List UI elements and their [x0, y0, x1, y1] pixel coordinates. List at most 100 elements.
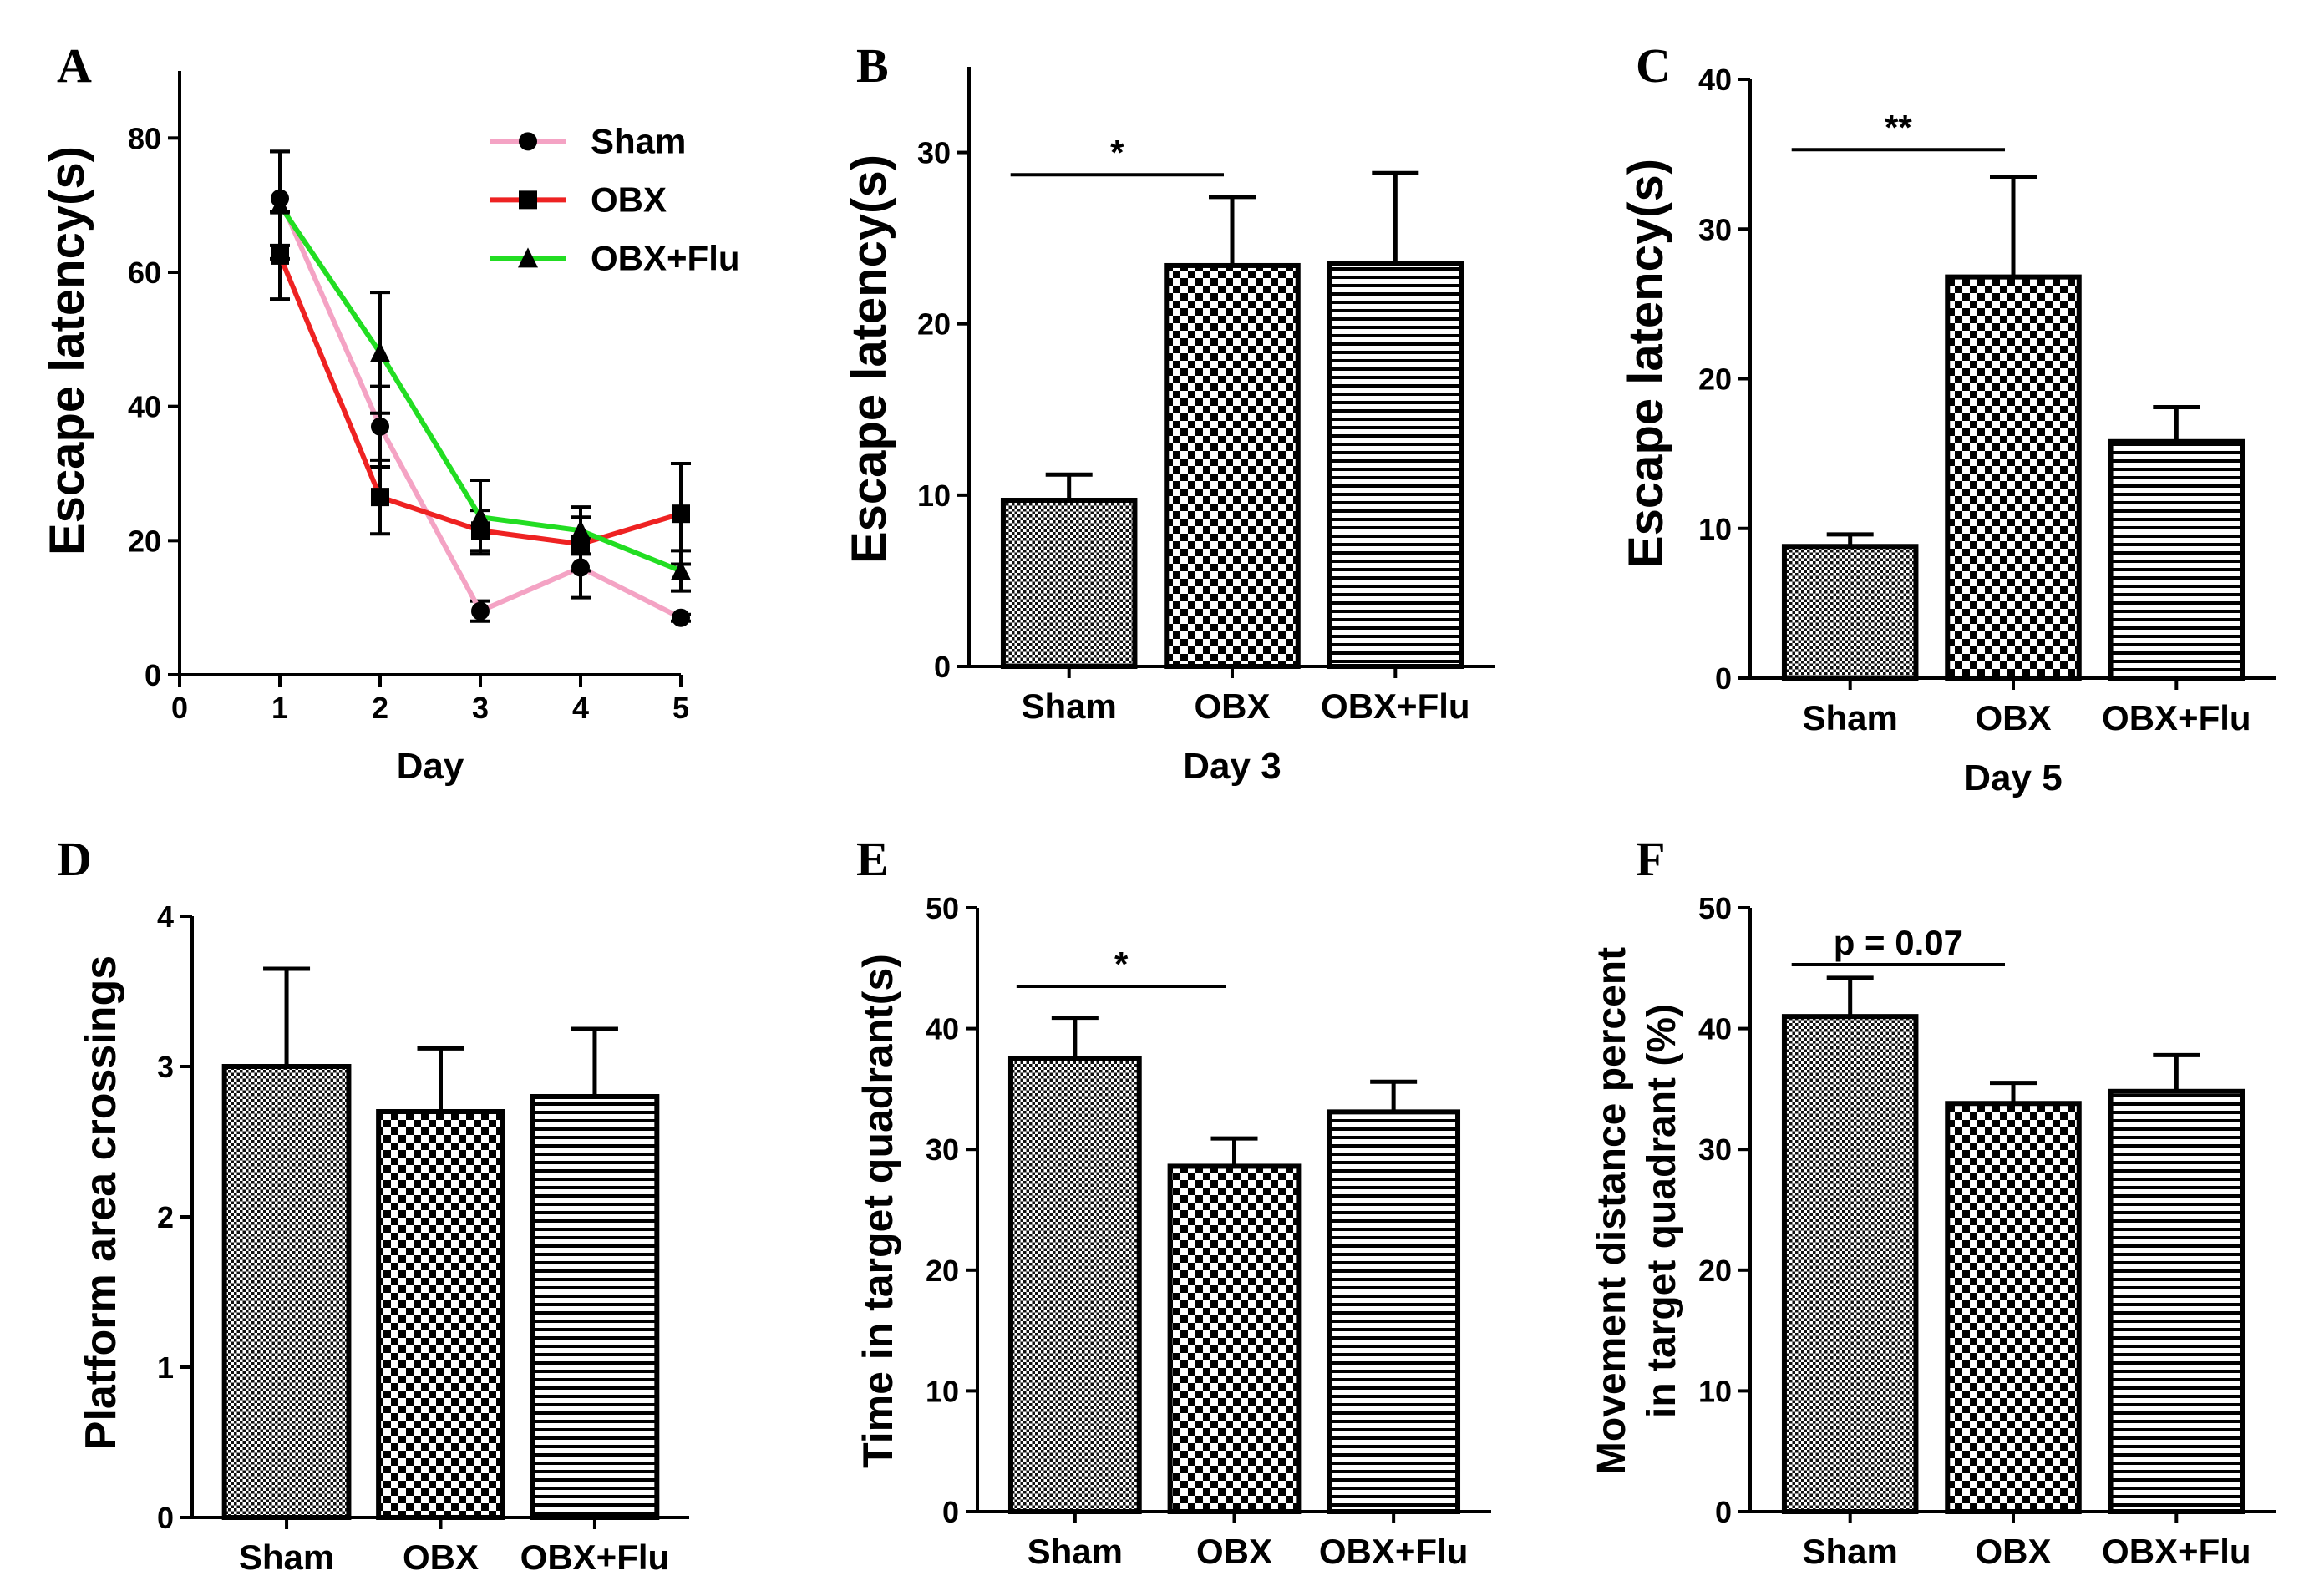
data-point-obx: [371, 488, 389, 507]
significance-label: *: [1114, 945, 1129, 984]
bar-obx: [1945, 274, 2082, 681]
bar-obx-flu: [1327, 1109, 1461, 1515]
data-point-sham: [672, 608, 690, 627]
series-obx-flu: [270, 149, 691, 593]
panel-d: D Platform area crossings 0 1 2 3 4 Sham OBX OBX+…: [57, 832, 689, 1577]
y-tick-label: 3: [157, 1050, 174, 1084]
data-point-sham: [371, 417, 389, 436]
legend-label-sham: Sham: [591, 121, 686, 160]
y-axis-title-line2: in target quadrant (%): [1640, 1004, 1684, 1418]
y-tick-label: 10: [1698, 1374, 1732, 1408]
y-axis-title: Escape latency(s): [842, 155, 896, 564]
x-tick-label: 4: [572, 691, 589, 725]
x-tick-label: OBX: [1975, 698, 2051, 737]
legend-marker-obx: [519, 190, 537, 210]
y-tick-label: 30: [917, 136, 951, 170]
bar-sham: [1000, 498, 1138, 669]
x-tick-label: OBX+Flu: [520, 1538, 670, 1577]
y-tick-label: 0: [145, 658, 161, 692]
panel-b: B Escape latency(s) Day 3 0 10 20 30 Sham OBX OBX…: [842, 38, 1495, 787]
y-tick-label: 60: [128, 256, 161, 290]
x-tick-label: OBX: [1196, 1532, 1272, 1571]
bar-obx-flu: [2108, 1088, 2245, 1514]
y-tick-label: 20: [1698, 1254, 1732, 1288]
panel-letter: C: [1636, 38, 1671, 93]
bar-sham: [1007, 1056, 1142, 1514]
bar-obx-flu: [1327, 261, 1464, 669]
panel-c: C Escape latency(s) Day 5 0 10 20 30 40 Sham OBX O…: [1619, 38, 2276, 798]
significance-label: p = 0.07: [1834, 923, 1963, 962]
panel-letter: E: [856, 832, 889, 886]
panel-e: E Time in target quadrant(s) 0 10 20 30 40 50 Sh…: [855, 832, 1491, 1571]
y-tick-label: 2: [157, 1200, 174, 1234]
y-tick-label: 50: [926, 891, 959, 925]
bar-sham: [221, 1064, 352, 1520]
data-point-obx-flu: [370, 342, 390, 362]
y-tick-label: 30: [926, 1132, 959, 1167]
y-tick-label: 0: [942, 1495, 959, 1529]
legend-marker-obx-flu: [518, 247, 538, 268]
x-tick-label: OBX+Flu: [2102, 1532, 2251, 1571]
panel-a: A Escape latency(s) Day 0 20 40 60 80 0 1 2 3 4 5 Sham…: [40, 38, 740, 787]
y-tick-label: 50: [1698, 891, 1732, 925]
y-tick-label: 0: [1715, 1495, 1732, 1529]
x-tick-label: 5: [672, 691, 689, 725]
y-axis-title: Movement distance percent: [1590, 947, 1634, 1475]
x-tick-label: 2: [372, 691, 388, 725]
x-tick-label: Sham: [1028, 1532, 1123, 1571]
x-tick-label: OBX: [1194, 687, 1270, 726]
bar-obx: [1167, 1163, 1302, 1514]
panel-f: F Movement distance percent in target quad…: [1590, 832, 2276, 1571]
y-tick-label: 80: [128, 121, 161, 155]
significance-label: **: [1885, 108, 1912, 147]
data-point-sham: [471, 601, 490, 621]
y-tick-label: 40: [926, 1012, 959, 1046]
y-tick-label: 20: [926, 1254, 959, 1288]
y-tick-label: 30: [1698, 212, 1732, 246]
legend-label-obx: OBX: [591, 180, 667, 219]
y-axis-title: Escape latency(s): [1619, 159, 1673, 568]
panel-letter: B: [856, 38, 889, 93]
x-tick-label: 1: [271, 691, 288, 725]
legend-label-obx-flu: OBX+Flu: [591, 238, 740, 277]
bar-obx-flu: [2108, 438, 2245, 681]
y-tick-label: 10: [926, 1374, 959, 1408]
legend: Sham OBX OBX+Flu: [490, 121, 740, 277]
x-tick-label: OBX: [403, 1538, 479, 1577]
legend-marker-sham: [519, 132, 537, 151]
y-tick-label: 0: [934, 650, 951, 684]
significance-label: *: [1110, 133, 1124, 172]
x-tick-label: Sham: [1803, 698, 1898, 737]
bar-sham: [1781, 544, 1919, 681]
y-tick-label: 0: [1715, 661, 1732, 696]
y-axis-title: Escape latency(s): [40, 146, 94, 555]
x-axis-title: Day: [397, 746, 464, 787]
panel-letter: F: [1636, 832, 1665, 886]
data-point-obx: [672, 504, 690, 524]
x-tick-label: OBX+Flu: [2102, 698, 2251, 737]
x-axis-title: Day 5: [1964, 757, 2062, 798]
y-tick-label: 20: [128, 524, 161, 558]
bar-obx-flu: [530, 1094, 660, 1520]
bar-obx: [1945, 1101, 2082, 1514]
y-tick-label: 40: [1698, 1012, 1732, 1046]
y-axis-title: Time in target quadrant(s): [855, 954, 901, 1468]
x-axis-title: Day 3: [1183, 746, 1281, 787]
y-tick-label: 1: [157, 1350, 174, 1385]
y-tick-label: 40: [128, 390, 161, 424]
data-point-obx-flu: [671, 560, 691, 580]
panel-letter: A: [57, 38, 92, 93]
y-tick-label: 0: [157, 1501, 174, 1535]
data-point-obx-flu: [571, 519, 591, 540]
bar-obx: [376, 1109, 505, 1520]
y-tick-label: 30: [1698, 1132, 1732, 1167]
y-tick-label: 4: [157, 899, 174, 934]
y-tick-label: 10: [1698, 512, 1732, 546]
x-tick-label: Sham: [1803, 1532, 1898, 1571]
x-tick-label: OBX: [1975, 1532, 2051, 1571]
data-point-obx-flu: [470, 506, 490, 527]
panel-letter: D: [57, 832, 92, 886]
x-tick-label: OBX+Flu: [1319, 1532, 1469, 1571]
y-tick-label: 20: [1698, 362, 1732, 397]
